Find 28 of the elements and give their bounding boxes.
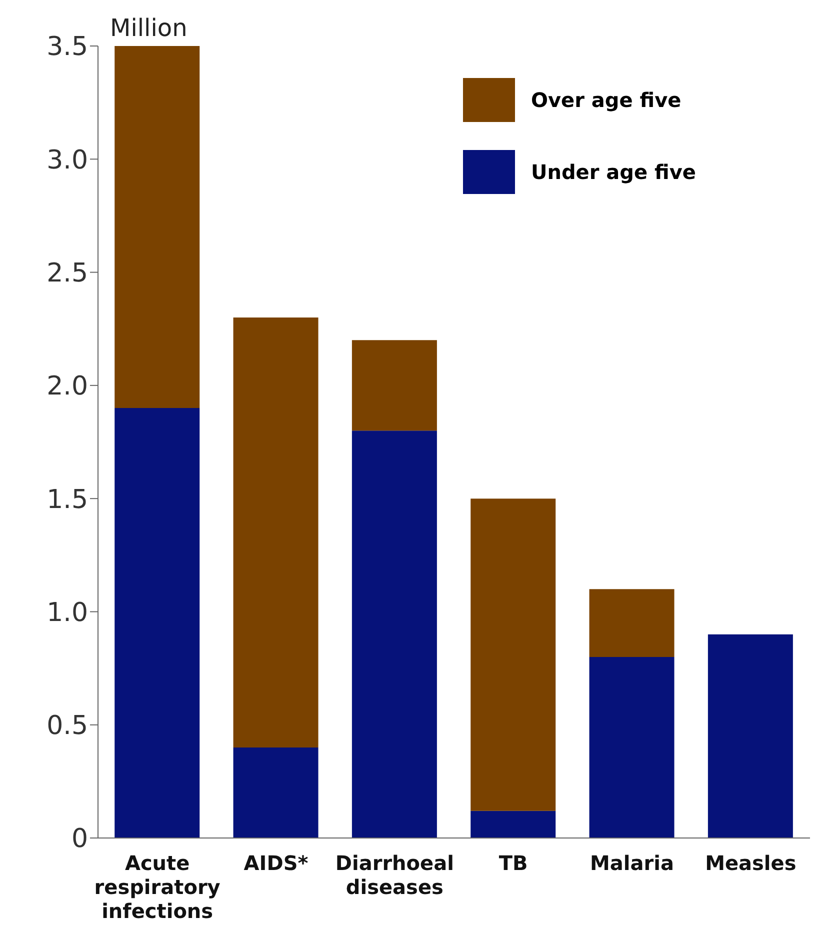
x-tick-label: TB [498,851,528,875]
bar [708,634,793,838]
bar [233,318,318,748]
bar [114,408,200,838]
y-tick-label: 0.5 [46,711,88,742]
x-tick-label: Malaria [590,851,674,875]
x-tick-label: Measles [705,851,796,875]
x-tick-label: Acute respiratory infections [94,851,220,923]
bar [589,656,674,838]
x-tick-label: AIDS* [244,851,309,875]
bar [352,340,437,431]
y-tick-label: 1.5 [46,484,88,515]
y-tick-label: 3.0 [46,145,88,176]
y-axis-title: Million [110,14,188,42]
y-tick-label: 2.5 [46,258,88,289]
y-tick-label: 1.0 [46,598,88,628]
y-tick-label: 2.0 [46,372,88,402]
y-tick-label: 0 [71,824,88,854]
bar [589,589,674,657]
y-tick-label: 3.5 [46,32,88,62]
legend-label: Over age five [531,88,682,112]
bar [470,498,556,811]
legend-label: Under age five [531,160,696,184]
bar [470,810,556,838]
bar [352,430,437,838]
bar [233,747,318,838]
bar [114,46,200,408]
x-tick-label: Diarrhoeal diseases [335,851,454,899]
